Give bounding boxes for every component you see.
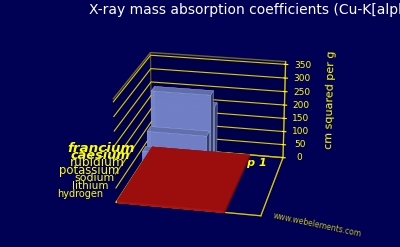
Text: www.webelements.com: www.webelements.com [272, 212, 362, 239]
Text: X-ray mass absorption coefficients (Cu-K[alpha]): X-ray mass absorption coefficients (Cu-K… [89, 3, 400, 17]
